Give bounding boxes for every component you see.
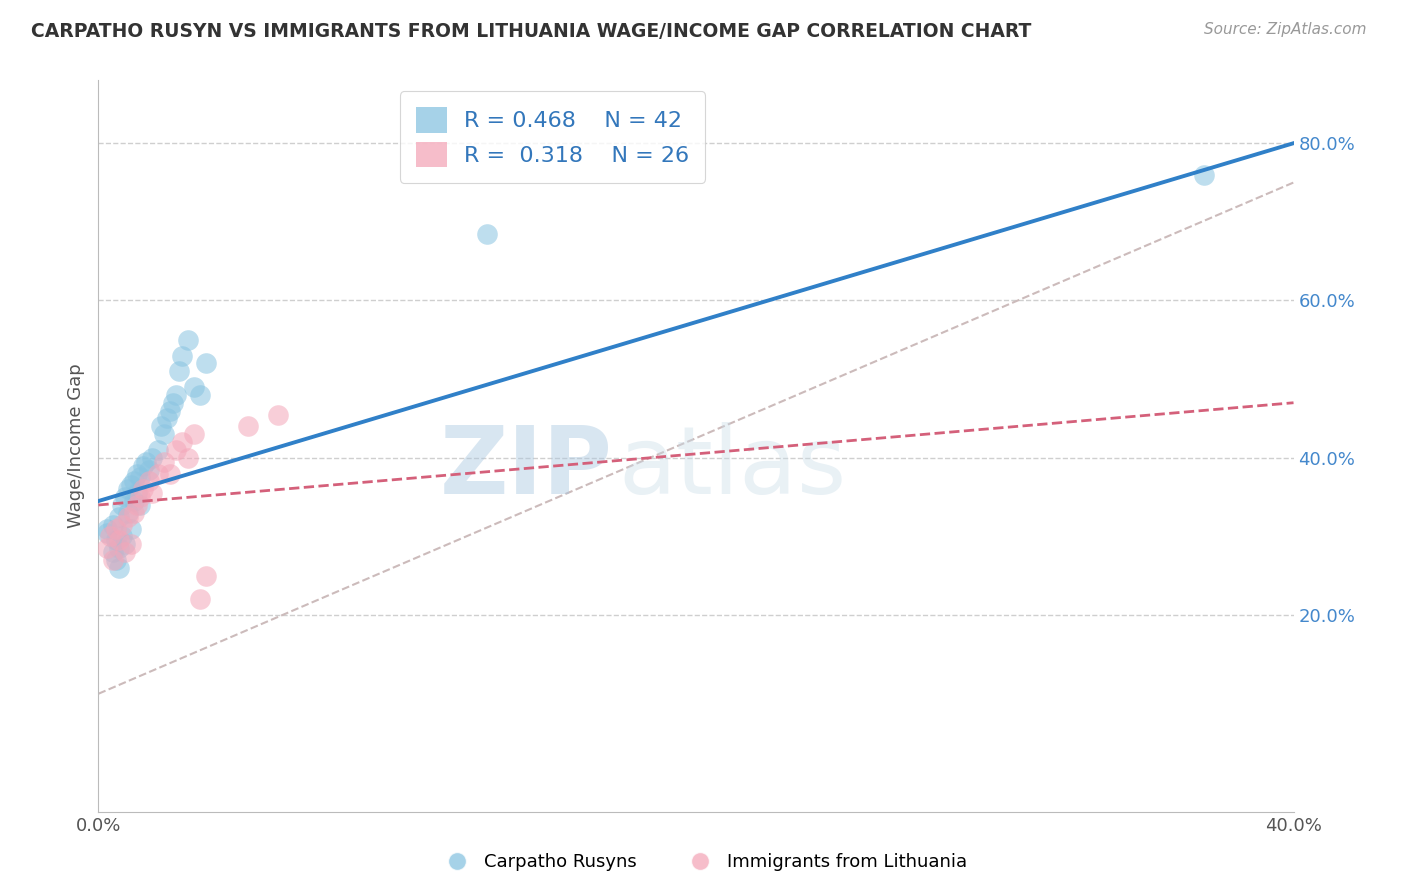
Point [103, 545, 125, 559]
Point [108, 561, 131, 575]
Point [111, 529, 134, 543]
Point [124, 506, 146, 520]
Point [105, 522, 128, 536]
Y-axis label: Wage/Income Gap: Wage/Income Gap [66, 364, 84, 528]
Point [129, 470, 152, 484]
Point [120, 522, 142, 536]
Point [111, 517, 134, 532]
Point [96, 541, 118, 556]
Point [114, 490, 136, 504]
Point [105, 553, 128, 567]
Point [124, 494, 146, 508]
Point [114, 545, 136, 559]
Point [153, 455, 176, 469]
Point [172, 435, 194, 450]
Legend: Carpatho Rusyns, Immigrants from Lithuania: Carpatho Rusyns, Immigrants from Lithuan… [432, 847, 974, 879]
Point [114, 537, 136, 551]
Point [159, 467, 181, 481]
Point [117, 482, 139, 496]
Point [117, 506, 139, 520]
Point [150, 419, 173, 434]
Text: CARPATHO RUSYN VS IMMIGRANTS FROM LITHUANIA WAGE/INCOME GAP CORRELATION CHART: CARPATHO RUSYN VS IMMIGRANTS FROM LITHUA… [31, 22, 1032, 41]
Point [183, 380, 205, 394]
Point [138, 462, 160, 476]
Point [129, 490, 152, 504]
Point [1192, 168, 1215, 182]
Point [127, 467, 149, 481]
Point [141, 486, 163, 500]
Point [124, 475, 146, 489]
Point [156, 411, 179, 425]
Point [96, 525, 118, 540]
Point [148, 442, 170, 457]
Point [236, 419, 259, 434]
Point [111, 498, 134, 512]
Point [120, 478, 142, 492]
Point [195, 568, 218, 582]
Point [177, 450, 200, 465]
Point [127, 486, 149, 500]
Point [167, 364, 190, 378]
Point [165, 388, 187, 402]
Point [475, 227, 498, 241]
Point [108, 533, 131, 548]
Point [103, 553, 125, 567]
Point [108, 509, 131, 524]
Point [96, 522, 118, 536]
Point [117, 509, 139, 524]
Point [195, 356, 218, 370]
Point [103, 517, 125, 532]
Point [177, 333, 200, 347]
Point [162, 396, 184, 410]
Point [159, 403, 181, 417]
Point [153, 427, 176, 442]
Point [188, 388, 211, 402]
Point [120, 537, 142, 551]
Point [98, 529, 122, 543]
Point [129, 498, 152, 512]
Point [183, 427, 205, 442]
Legend: R = 0.468    N = 42, R =  0.318    N = 26: R = 0.468 N = 42, R = 0.318 N = 26 [399, 91, 706, 183]
Point [132, 458, 155, 473]
Point [127, 498, 149, 512]
Text: atlas: atlas [619, 422, 846, 514]
Point [172, 349, 194, 363]
Text: ZIP: ZIP [440, 422, 613, 514]
Point [132, 482, 155, 496]
Point [105, 533, 128, 548]
Point [108, 541, 131, 556]
Point [165, 442, 187, 457]
Point [135, 455, 157, 469]
Point [148, 467, 170, 481]
Point [138, 475, 160, 489]
Text: Source: ZipAtlas.com: Source: ZipAtlas.com [1204, 22, 1367, 37]
Point [188, 592, 211, 607]
Point [267, 408, 290, 422]
Point [141, 450, 163, 465]
